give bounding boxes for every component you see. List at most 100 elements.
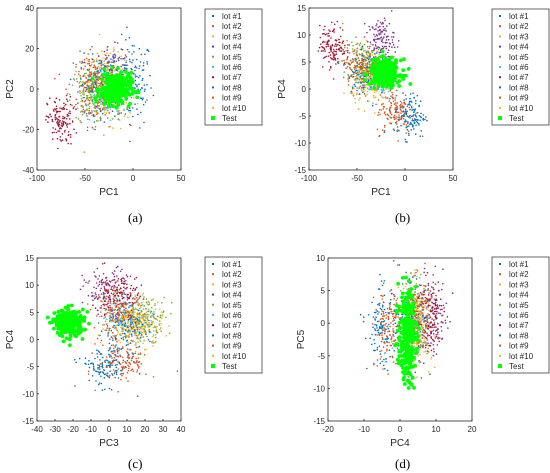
data-point xyxy=(109,296,111,298)
data-point xyxy=(99,311,102,313)
data-point xyxy=(149,331,152,334)
data-point xyxy=(401,107,403,109)
data-point xyxy=(63,107,66,110)
data-point xyxy=(121,268,123,271)
data-point xyxy=(124,293,126,296)
legend-label: lot #9 xyxy=(222,342,242,351)
data-point xyxy=(118,339,120,342)
data-point xyxy=(45,119,47,121)
data-point xyxy=(117,59,120,62)
data-point xyxy=(88,118,91,121)
data-point xyxy=(122,286,125,289)
legend-label: lot #3 xyxy=(509,32,529,41)
data-point xyxy=(104,283,107,285)
data-point xyxy=(411,125,414,128)
data-point xyxy=(95,380,97,382)
data-point xyxy=(377,303,379,306)
data-point xyxy=(138,67,140,70)
data-point xyxy=(107,54,110,57)
data-point xyxy=(92,102,94,105)
data-point xyxy=(394,121,397,124)
data-point xyxy=(104,361,107,364)
data-point xyxy=(75,116,77,119)
data-point xyxy=(129,295,131,298)
data-point xyxy=(83,94,85,96)
series-lot-1 xyxy=(73,338,141,398)
data-point xyxy=(322,50,324,52)
data-point xyxy=(129,109,132,112)
data-point xyxy=(113,296,115,298)
data-point xyxy=(65,117,68,120)
data-point xyxy=(146,320,148,322)
data-point xyxy=(129,342,132,344)
data-point xyxy=(149,340,151,343)
data-point xyxy=(127,116,129,118)
data-point xyxy=(149,310,151,312)
data-point xyxy=(101,356,104,359)
data-point xyxy=(88,76,90,78)
data-point xyxy=(68,332,73,337)
y-axis-label: PC2 xyxy=(5,79,16,99)
data-point xyxy=(392,36,395,38)
data-point xyxy=(333,57,335,59)
data-point xyxy=(396,111,398,114)
data-point xyxy=(58,115,61,118)
data-point xyxy=(102,57,104,59)
data-point xyxy=(87,321,91,326)
data-point xyxy=(390,104,393,107)
data-point xyxy=(372,54,374,56)
data-point xyxy=(341,60,344,62)
data-point xyxy=(160,327,162,329)
y-tick-label: -10 xyxy=(294,139,306,148)
data-point xyxy=(126,371,129,374)
data-point xyxy=(65,139,68,142)
data-point xyxy=(403,114,406,116)
data-point xyxy=(379,353,382,355)
data-point xyxy=(99,353,102,355)
data-point xyxy=(159,328,161,331)
data-point xyxy=(412,114,415,116)
data-point xyxy=(88,88,90,91)
data-point xyxy=(395,116,397,118)
data-point xyxy=(123,67,126,69)
data-point xyxy=(80,307,85,312)
data-point xyxy=(122,310,124,313)
data-point xyxy=(111,69,113,72)
data-point xyxy=(109,354,111,356)
data-point xyxy=(55,97,58,99)
data-point xyxy=(120,363,122,366)
data-point xyxy=(141,69,144,71)
data-point xyxy=(96,82,99,85)
x-tick-label: -50 xyxy=(351,174,363,183)
data-point xyxy=(117,295,120,297)
legend-label: lot #3 xyxy=(222,32,242,41)
data-point xyxy=(132,306,135,308)
data-point xyxy=(128,51,130,53)
data-point xyxy=(120,69,122,71)
data-point xyxy=(375,325,378,327)
data-point xyxy=(332,29,335,32)
data-point xyxy=(377,99,380,101)
data-point xyxy=(138,47,141,50)
data-point xyxy=(400,112,402,114)
data-point xyxy=(383,358,385,361)
data-point xyxy=(145,322,147,324)
data-point xyxy=(130,320,133,323)
data-point xyxy=(80,62,83,64)
data-point xyxy=(378,345,381,348)
data-point xyxy=(386,97,389,99)
data-point xyxy=(112,352,114,354)
data-point xyxy=(86,68,89,71)
data-point xyxy=(127,353,130,355)
series-test xyxy=(362,49,413,90)
data-point xyxy=(130,314,132,316)
data-point xyxy=(98,33,101,36)
data-point xyxy=(111,337,114,340)
y-tick-label: 5 xyxy=(30,308,35,317)
data-point xyxy=(72,78,75,80)
data-point xyxy=(358,93,361,95)
data-point xyxy=(422,119,425,121)
data-point xyxy=(129,304,131,307)
data-point xyxy=(69,133,72,136)
x-tick-label: 0 xyxy=(403,174,408,183)
